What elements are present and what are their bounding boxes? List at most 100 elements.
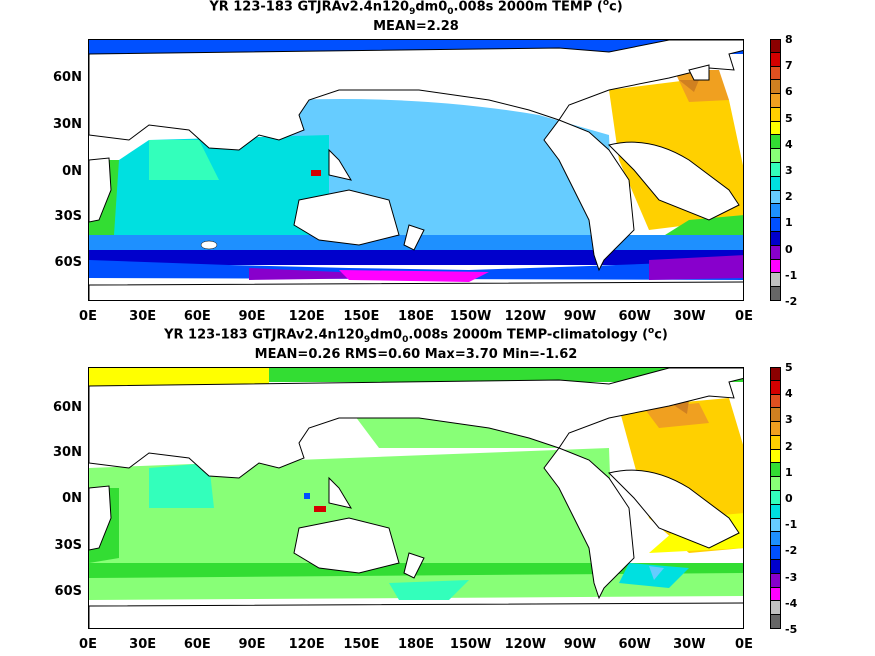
colorbar-swatch bbox=[770, 66, 781, 81]
panel2-colorbar-tick: 5 bbox=[785, 361, 793, 374]
panel2-colorbar-tick: 2 bbox=[785, 439, 793, 453]
colorbar-swatch bbox=[770, 504, 781, 519]
panel2-lat-label: 30N bbox=[53, 445, 82, 460]
colorbar-swatch bbox=[770, 463, 781, 478]
panel1-stats: MEAN=2.28 bbox=[373, 19, 459, 34]
colorbar-swatch bbox=[770, 435, 781, 450]
panel1-colorbar-tick: 0 bbox=[785, 242, 793, 256]
panel1-colorbar-tick: 8 bbox=[785, 33, 793, 46]
colorbar-swatch bbox=[770, 408, 781, 423]
panel2-lon-label: 120W bbox=[504, 637, 547, 652]
panel1-colorbar-tick: 6 bbox=[785, 85, 793, 99]
colorbar-swatch bbox=[770, 52, 781, 67]
colorbar-swatch bbox=[770, 587, 781, 602]
panel1-map bbox=[88, 39, 744, 301]
colorbar-swatch bbox=[770, 449, 781, 464]
panel2-lon-label: 90W bbox=[563, 637, 597, 652]
panel1-lon-label: 180E bbox=[397, 309, 435, 324]
colorbar-swatch bbox=[770, 176, 781, 191]
colorbar-swatch bbox=[770, 394, 781, 409]
panel1-lat-label: 60N bbox=[53, 70, 82, 85]
panel2-colorbar-tick: -4 bbox=[785, 596, 798, 610]
colorbar-swatch bbox=[770, 80, 781, 95]
panel2-colorbar-tick: 0 bbox=[785, 492, 793, 505]
panel2-colorbar-tick: 1 bbox=[785, 465, 793, 479]
colorbar-swatch bbox=[770, 380, 781, 395]
panel2-colorbar-tick: -5 bbox=[785, 623, 798, 636]
colorbar-swatch bbox=[770, 546, 781, 560]
colorbar-swatch bbox=[770, 204, 781, 219]
colorbar-swatch bbox=[770, 518, 781, 533]
panel1-colorbar-tick: 7 bbox=[785, 59, 793, 73]
panel2-lon-label: 90E bbox=[238, 637, 266, 652]
panel1-lon-label: 120W bbox=[504, 309, 547, 324]
colorbar-swatch bbox=[770, 135, 781, 150]
panel1-colorbar-tick: 5 bbox=[785, 111, 793, 125]
panel1-colorbar-tick: 4 bbox=[785, 137, 793, 151]
panel2-colorbar-tick: 3 bbox=[785, 413, 793, 427]
panel1-lat-label: 30S bbox=[54, 209, 82, 224]
panel2-stats: MEAN=0.26 RMS=0.60 Max=3.70 Min=-1.62 bbox=[254, 347, 578, 362]
panel2-lon-label: 180E bbox=[397, 637, 435, 652]
colorbar-swatch bbox=[770, 367, 781, 381]
panel1-lon-label: 90W bbox=[563, 309, 597, 324]
panel1-lon-label: 0E bbox=[735, 309, 753, 324]
colorbar-swatch bbox=[770, 163, 781, 177]
panel1-lon-label: 30W bbox=[673, 309, 706, 324]
colorbar-swatch bbox=[770, 39, 781, 53]
panel2-lon-label: 0E bbox=[79, 637, 97, 652]
panel2-lon-label: 60W bbox=[618, 637, 651, 652]
panel2-colorbar-tick: -2 bbox=[785, 544, 798, 558]
panel2-colorbar-tick: -1 bbox=[785, 518, 798, 532]
panel2-colorbar-tick: 4 bbox=[785, 387, 793, 401]
panel1-lat-label: 0N bbox=[62, 164, 82, 179]
colorbar-swatch bbox=[770, 231, 781, 246]
panel2-lon-label: 30W bbox=[673, 637, 706, 652]
colorbar-swatch bbox=[770, 559, 781, 574]
colorbar-swatch bbox=[770, 477, 781, 492]
panel2-lon-label: 150W bbox=[449, 637, 492, 652]
colorbar-swatch bbox=[770, 121, 781, 136]
panel2-colorbar-tick: -3 bbox=[785, 570, 798, 584]
panel2-lon-label: 150E bbox=[343, 637, 380, 652]
colorbar-swatch bbox=[770, 287, 781, 301]
panel1-colorbar-tick: 2 bbox=[785, 190, 793, 204]
panel1-colorbar-tick: 3 bbox=[785, 164, 793, 177]
colorbar-swatch bbox=[770, 491, 781, 505]
panel2-lon-label: 120E bbox=[288, 637, 325, 652]
colorbar-swatch bbox=[770, 259, 781, 274]
panel2-lat-label: 60N bbox=[53, 400, 82, 415]
panel1-lon-label: 90E bbox=[238, 309, 266, 324]
colorbar-swatch bbox=[770, 532, 781, 547]
panel1-colorbar-tick: -1 bbox=[785, 268, 798, 282]
panel1-lon-label: 120E bbox=[288, 309, 325, 324]
panel1-colorbar-tick: 1 bbox=[785, 216, 793, 230]
panel1-lon-label: 60W bbox=[618, 309, 651, 324]
colorbar-swatch bbox=[770, 190, 781, 205]
panel2-title: YR 123-183 GTJRAv2.4n1209dm00.008s 2000m… bbox=[164, 326, 668, 345]
colorbar-swatch bbox=[770, 573, 781, 588]
panel1-lon-label: 60E bbox=[183, 309, 211, 324]
panel2-lon-label: 60E bbox=[183, 637, 211, 652]
colorbar-swatch bbox=[770, 615, 781, 629]
colorbar-swatch bbox=[770, 94, 781, 108]
panel1-lon-label: 30E bbox=[129, 309, 157, 324]
colorbar-swatch bbox=[770, 273, 781, 288]
panel2-lon-label: 30E bbox=[129, 637, 157, 652]
panel2-lat-label: 60S bbox=[54, 584, 82, 599]
panel1-colorbar bbox=[770, 39, 781, 301]
panel1-lat-label: 30N bbox=[53, 117, 82, 132]
panel1-lat-label: 60S bbox=[54, 255, 82, 270]
panel2-colorbar bbox=[770, 367, 781, 629]
colorbar-swatch bbox=[770, 149, 781, 164]
panel1-colorbar-tick: -2 bbox=[785, 295, 798, 308]
panel2-map bbox=[88, 367, 744, 629]
colorbar-swatch bbox=[770, 245, 781, 260]
panel2-lon-label: 0E bbox=[735, 637, 753, 652]
colorbar-swatch bbox=[770, 107, 781, 122]
panel1-lon-label: 0E bbox=[79, 309, 97, 324]
colorbar-swatch bbox=[770, 601, 781, 616]
panel2-lat-label: 30S bbox=[54, 538, 82, 553]
colorbar-swatch bbox=[770, 422, 781, 436]
panel2-lat-label: 0N bbox=[62, 491, 82, 506]
